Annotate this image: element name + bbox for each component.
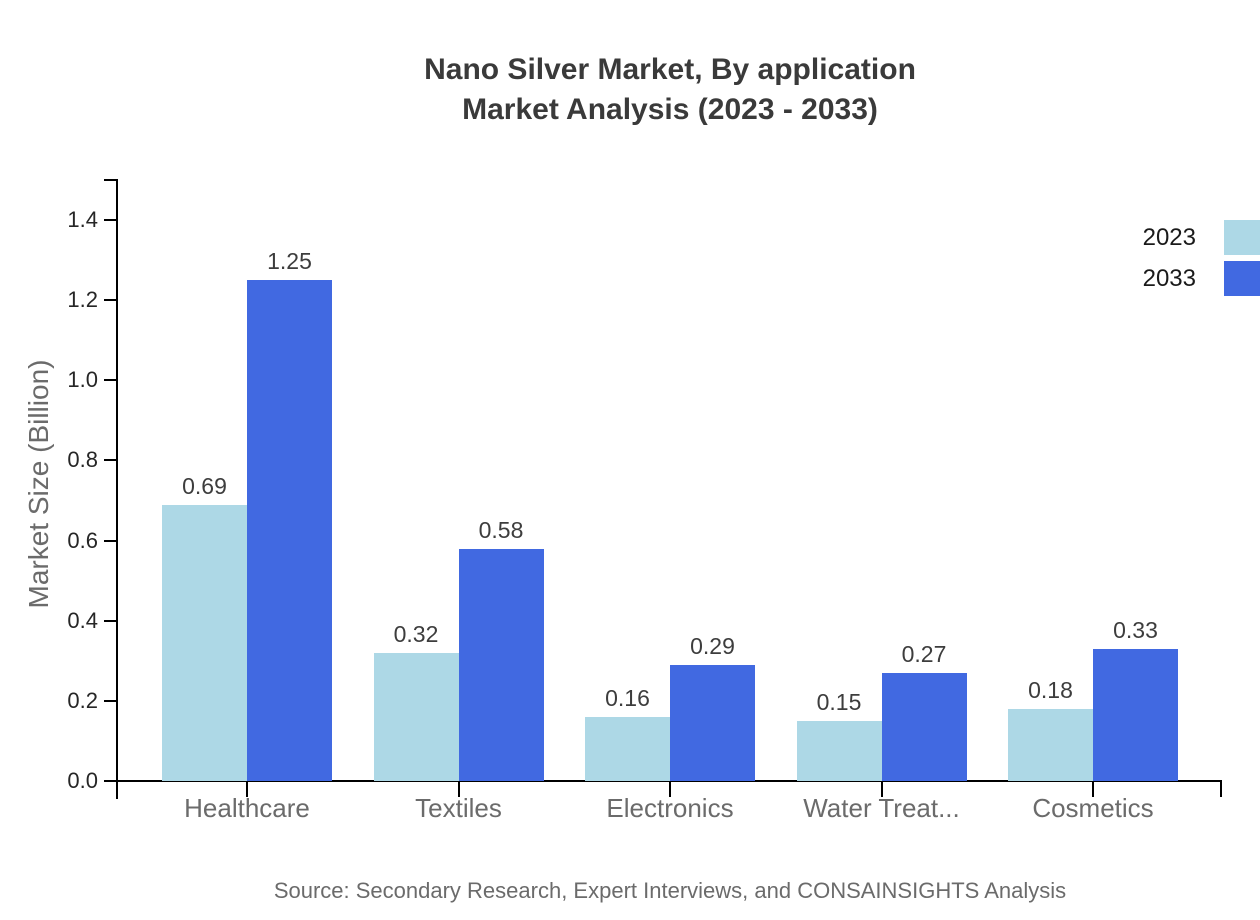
bar-2033-healthcare[interactable]: [247, 280, 332, 781]
bar-2033-electronics[interactable]: [670, 665, 755, 781]
x-category-label: Cosmetics: [1032, 793, 1154, 823]
x-category-label: Textiles: [415, 793, 502, 823]
bar-value-label: 0.58: [478, 517, 524, 543]
y-tick: [104, 379, 118, 382]
bar-value-label: 0.15: [816, 689, 862, 715]
legend-label-2023: 2023: [1142, 224, 1196, 251]
bar-2033-water-treat[interactable]: [881, 673, 967, 781]
x-axis-line: [104, 780, 1222, 782]
bar-2023-water-treat[interactable]: [796, 721, 882, 781]
bar-2033-textiles[interactable]: [458, 549, 544, 781]
y-axis-line: [116, 179, 118, 799]
y-tick-label: 1.0: [67, 367, 98, 393]
chart-title-line2: Market Analysis (2023 - 2033): [462, 93, 878, 126]
y-tick-label: 0.0: [67, 768, 98, 793]
y-tick-label: 1.2: [67, 287, 98, 313]
y-tick: [104, 219, 118, 222]
x-category-label: Electronics: [606, 793, 734, 823]
x-tick: [457, 781, 460, 797]
bar-value-label: 0.16: [605, 685, 650, 711]
x-axis-end-cap: [1220, 781, 1222, 797]
y-tick: [104, 780, 118, 782]
bar-value-label: 0.69: [182, 473, 227, 499]
bar-2033-cosmetics[interactable]: [1093, 649, 1178, 781]
y-tick: [104, 619, 118, 622]
x-tick: [880, 781, 883, 797]
y-tick: [104, 459, 118, 462]
y-tick-label: 0.6: [67, 527, 98, 553]
bar-value-label: 0.32: [393, 621, 439, 647]
bar-value-label: 0.33: [1113, 617, 1158, 643]
bar-2023-electronics[interactable]: [585, 717, 670, 781]
bar-2023-cosmetics[interactable]: [1008, 709, 1093, 781]
bar-value-label: 0.27: [901, 641, 947, 667]
legend-swatch-2033: [1224, 261, 1260, 296]
bar-value-label: 0.18: [1028, 677, 1073, 703]
y-tick: [104, 699, 118, 702]
y-tick-label: 0.4: [67, 607, 98, 633]
y-tick-label: 0.8: [67, 447, 98, 473]
y-tick: [104, 299, 118, 302]
x-category-label: Healthcare: [184, 793, 310, 823]
legend-swatch-2023: [1224, 220, 1260, 255]
source-note: Source: Secondary Research, Expert Inter…: [273, 878, 1067, 903]
bar-value-label: 1.25: [267, 248, 312, 274]
bar-2023-healthcare[interactable]: [162, 505, 247, 781]
y-axis-end-cap: [104, 179, 118, 181]
chart-title: Nano Silver Market, By application Marke…: [118, 50, 1222, 130]
y-tick-label: 0.2: [67, 687, 98, 713]
legend-label-2033: 2033: [1142, 265, 1196, 292]
y-tick-label: 1.4: [67, 207, 98, 233]
x-tick: [1092, 781, 1094, 797]
bar-value-label: 0.29: [690, 633, 735, 659]
legend: 2023 2033: [1080, 220, 1260, 300]
bar-2023-textiles[interactable]: [373, 653, 459, 781]
chart-title-line1: Nano Silver Market, By application: [424, 53, 916, 86]
y-tick: [104, 539, 118, 542]
x-tick: [246, 781, 248, 797]
x-category-label: Water Treat...: [803, 793, 960, 823]
x-tick: [669, 781, 671, 797]
